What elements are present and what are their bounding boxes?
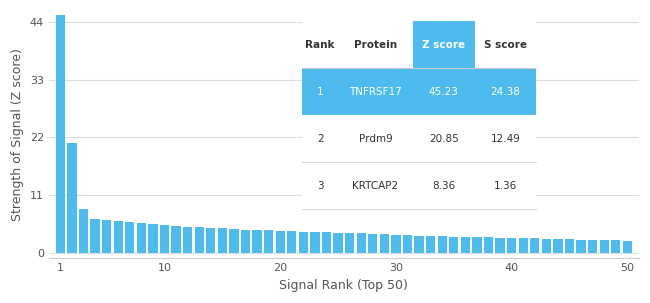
Bar: [322, 232, 331, 253]
Bar: [172, 226, 181, 253]
Bar: [56, 15, 65, 253]
Bar: [183, 227, 192, 253]
X-axis label: Signal Rank (Top 50): Signal Rank (Top 50): [280, 279, 408, 292]
Bar: [449, 237, 458, 253]
Text: 3: 3: [317, 181, 324, 191]
Bar: [403, 235, 412, 253]
Bar: [530, 238, 540, 253]
Text: 45.23: 45.23: [429, 87, 458, 97]
Bar: [541, 239, 551, 253]
Text: TNFRSF17: TNFRSF17: [349, 87, 402, 97]
Text: 12.49: 12.49: [491, 134, 520, 144]
Bar: [391, 235, 400, 253]
Bar: [599, 240, 609, 253]
Text: 1.36: 1.36: [494, 181, 517, 191]
Text: S score: S score: [484, 40, 527, 50]
Bar: [577, 240, 586, 253]
Bar: [206, 228, 215, 253]
Bar: [160, 225, 169, 253]
Bar: [553, 239, 562, 253]
Bar: [310, 232, 320, 253]
Bar: [565, 239, 574, 253]
Bar: [588, 240, 597, 253]
Bar: [357, 234, 366, 253]
Text: Protein: Protein: [354, 40, 397, 50]
Bar: [229, 229, 239, 253]
Bar: [194, 228, 204, 253]
Bar: [218, 228, 227, 253]
Bar: [114, 221, 123, 253]
Bar: [484, 238, 493, 253]
Bar: [519, 238, 528, 253]
Bar: [437, 236, 447, 253]
Bar: [507, 238, 516, 253]
Text: 2: 2: [317, 134, 324, 144]
Bar: [252, 230, 262, 253]
Bar: [461, 237, 470, 253]
Text: Z score: Z score: [422, 40, 465, 50]
Bar: [148, 224, 157, 253]
Bar: [473, 237, 482, 253]
Bar: [333, 233, 343, 253]
Bar: [136, 223, 146, 253]
Bar: [611, 240, 620, 253]
Bar: [241, 230, 250, 253]
Bar: [79, 209, 88, 253]
Text: 24.38: 24.38: [491, 87, 520, 97]
Bar: [299, 231, 308, 253]
Bar: [68, 144, 77, 253]
Bar: [276, 231, 285, 253]
Bar: [380, 234, 389, 253]
Text: 8.36: 8.36: [432, 181, 455, 191]
Bar: [264, 230, 273, 253]
Bar: [345, 233, 354, 253]
Y-axis label: Strength of Signal (Z score): Strength of Signal (Z score): [11, 48, 24, 221]
Bar: [287, 231, 296, 253]
Text: 1: 1: [317, 87, 324, 97]
Bar: [415, 236, 424, 253]
Text: Prdm9: Prdm9: [359, 134, 392, 144]
Bar: [426, 236, 436, 253]
Bar: [368, 234, 378, 253]
Text: Rank: Rank: [306, 40, 335, 50]
Bar: [623, 241, 632, 253]
Bar: [495, 238, 504, 253]
Text: 20.85: 20.85: [429, 134, 458, 144]
Bar: [90, 219, 99, 253]
Bar: [102, 220, 111, 253]
Text: KRTCAP2: KRTCAP2: [352, 181, 398, 191]
Bar: [125, 222, 135, 253]
